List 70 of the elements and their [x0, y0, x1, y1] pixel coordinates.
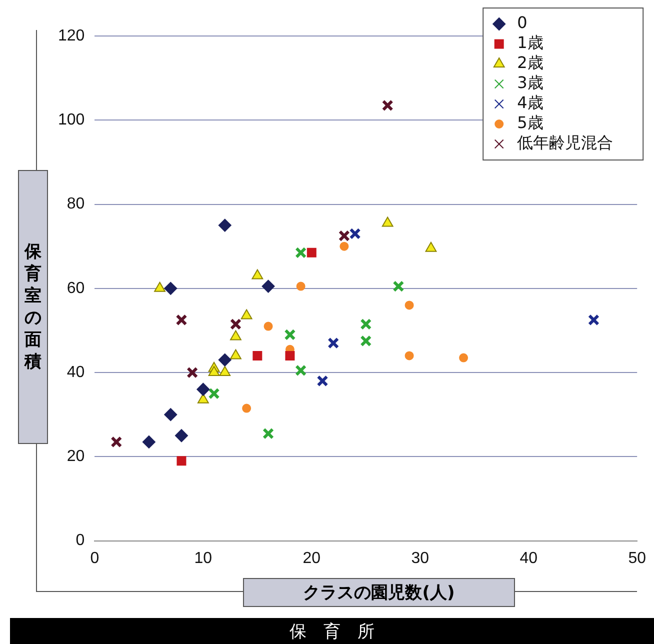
point: [296, 282, 306, 291]
point: [404, 300, 414, 310]
point: [176, 314, 188, 326]
point: [186, 366, 198, 378]
point: [142, 435, 156, 448]
legend-label: 4歳: [517, 93, 544, 112]
point: [164, 408, 178, 422]
point: [295, 364, 307, 376]
point: [197, 393, 209, 404]
legend-label: 低年齢児混合: [517, 133, 614, 152]
point: [252, 269, 264, 280]
text: 保 育 所: [10, 618, 654, 644]
point: [174, 429, 188, 442]
point: [262, 280, 275, 293]
point: [459, 353, 468, 362]
x-tick-label: 50: [628, 550, 646, 567]
point: [284, 328, 296, 340]
y-tick-label: 40: [66, 364, 85, 381]
y-tick-label: 100: [58, 112, 85, 129]
point: [588, 314, 600, 326]
point: [164, 282, 178, 295]
point: [208, 366, 220, 376]
point: [240, 309, 252, 320]
point: [328, 337, 340, 349]
point: [349, 228, 361, 240]
x-tick-label: 10: [194, 550, 212, 567]
point: [295, 246, 307, 258]
y-tick-label: 120: [58, 27, 85, 44]
y-tick-label: 60: [66, 280, 85, 297]
legend-label: 2歳: [517, 53, 544, 72]
point: [340, 242, 349, 251]
x-tick-label: 20: [302, 550, 321, 567]
x-axis-title: クラスの園児数(人): [243, 578, 515, 607]
point: [208, 388, 220, 400]
legend-label: 0: [517, 13, 528, 32]
point: [230, 349, 242, 360]
point: [382, 216, 394, 227]
point: [176, 456, 186, 466]
point: [360, 335, 372, 347]
point: [316, 375, 328, 387]
point: [404, 351, 414, 360]
x-tick-label: 30: [411, 550, 430, 567]
y-tick-label: 20: [66, 448, 85, 466]
point: [392, 280, 404, 292]
point: [154, 282, 166, 292]
y-tick-label: 0: [76, 532, 85, 550]
legend-label: 3歳: [517, 73, 544, 92]
point: [218, 218, 232, 232]
x-tick-label: 40: [520, 550, 538, 567]
point: [218, 353, 232, 366]
point: [230, 330, 242, 340]
point: [285, 350, 295, 360]
point: [230, 318, 242, 330]
x-tick-label: 0: [90, 550, 100, 567]
point: [306, 248, 316, 258]
point: [219, 366, 231, 376]
point: [425, 242, 437, 252]
point: [338, 230, 350, 242]
point: [264, 322, 273, 331]
point: [360, 318, 372, 330]
point: [242, 404, 252, 413]
y-axis-title: 保育室の面積: [24, 241, 42, 373]
legend-label: 5歳: [517, 113, 544, 132]
y-tick-label: 80: [66, 196, 85, 213]
point: [252, 350, 262, 360]
legend-label: 1歳: [517, 33, 544, 52]
point: [196, 382, 210, 396]
point: [110, 436, 122, 448]
point: [382, 100, 394, 112]
point: [262, 428, 274, 440]
